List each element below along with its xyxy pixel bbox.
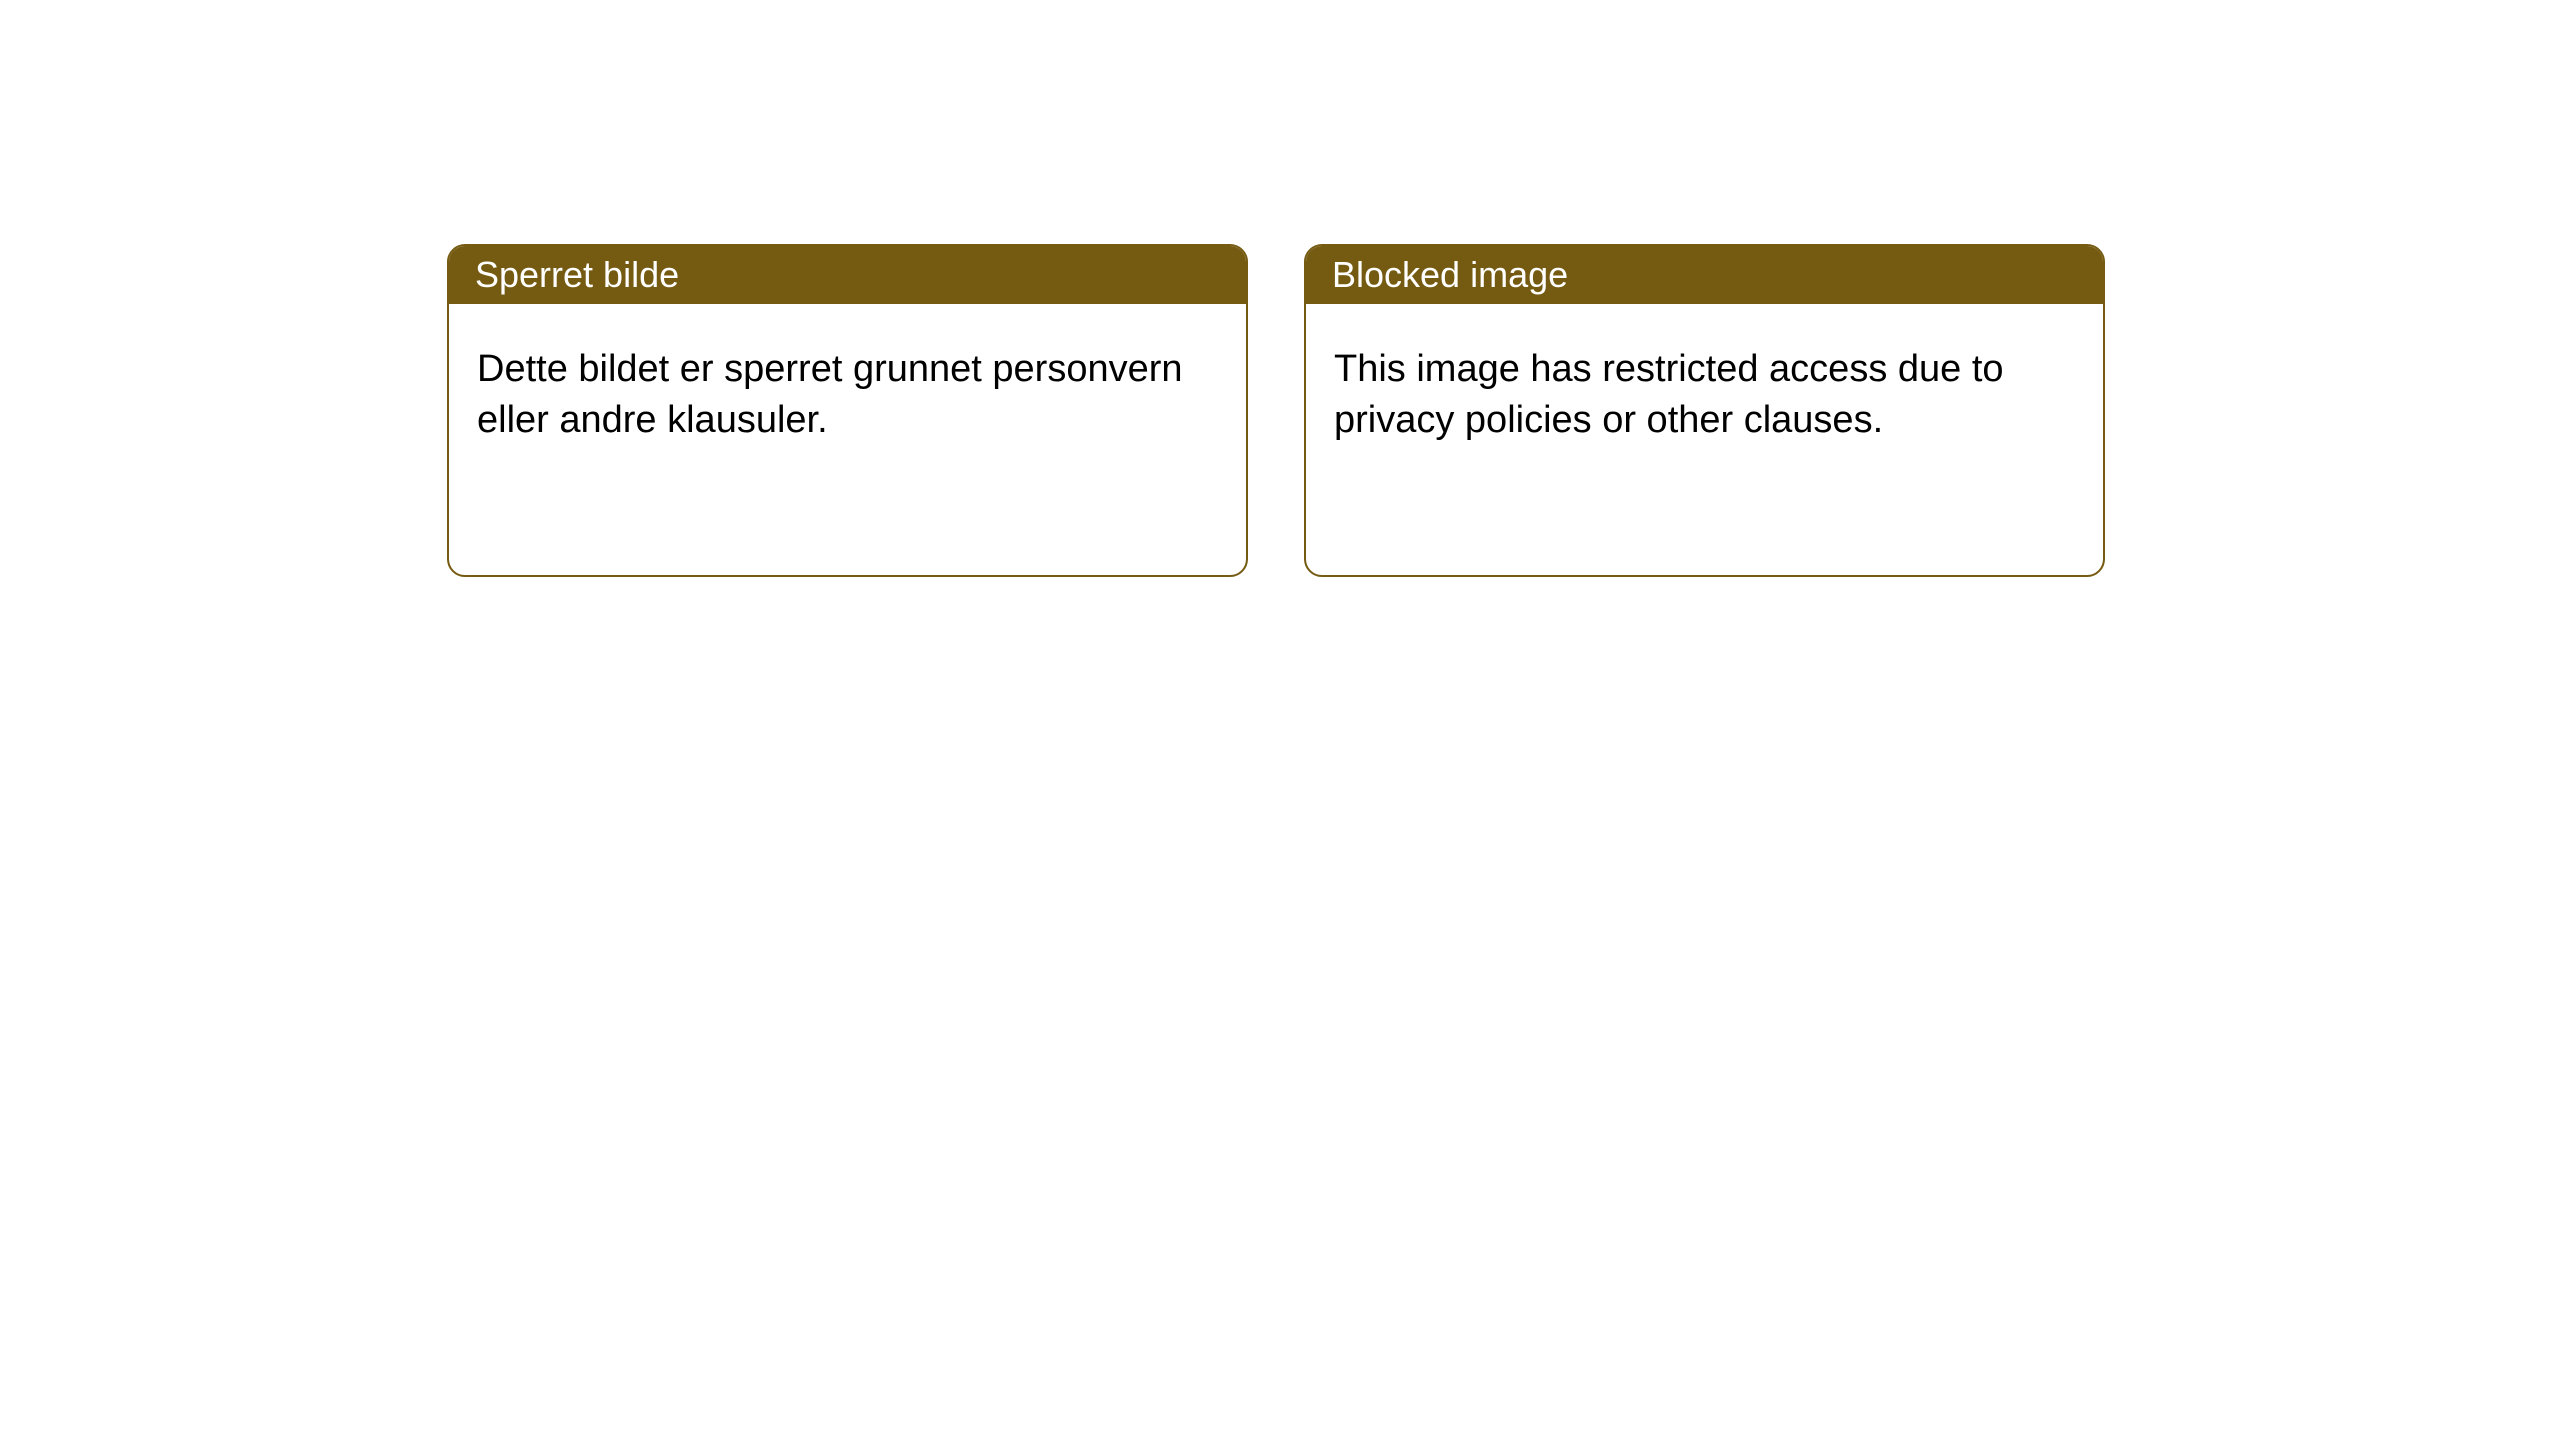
blocked-image-card-no: Sperret bilde Dette bildet er sperret gr…	[447, 244, 1248, 577]
blocked-image-card-en: Blocked image This image has restricted …	[1304, 244, 2105, 577]
notice-container: Sperret bilde Dette bildet er sperret gr…	[447, 244, 2105, 577]
card-title-en: Blocked image	[1332, 254, 1568, 296]
card-title-no: Sperret bilde	[475, 254, 679, 296]
card-header-en: Blocked image	[1306, 246, 2103, 304]
card-body-text-no: Dette bildet er sperret grunnet personve…	[477, 348, 1183, 441]
card-body-no: Dette bildet er sperret grunnet personve…	[449, 304, 1246, 475]
card-header-no: Sperret bilde	[449, 246, 1246, 304]
card-body-en: This image has restricted access due to …	[1306, 304, 2103, 475]
card-body-text-en: This image has restricted access due to …	[1334, 348, 2004, 441]
